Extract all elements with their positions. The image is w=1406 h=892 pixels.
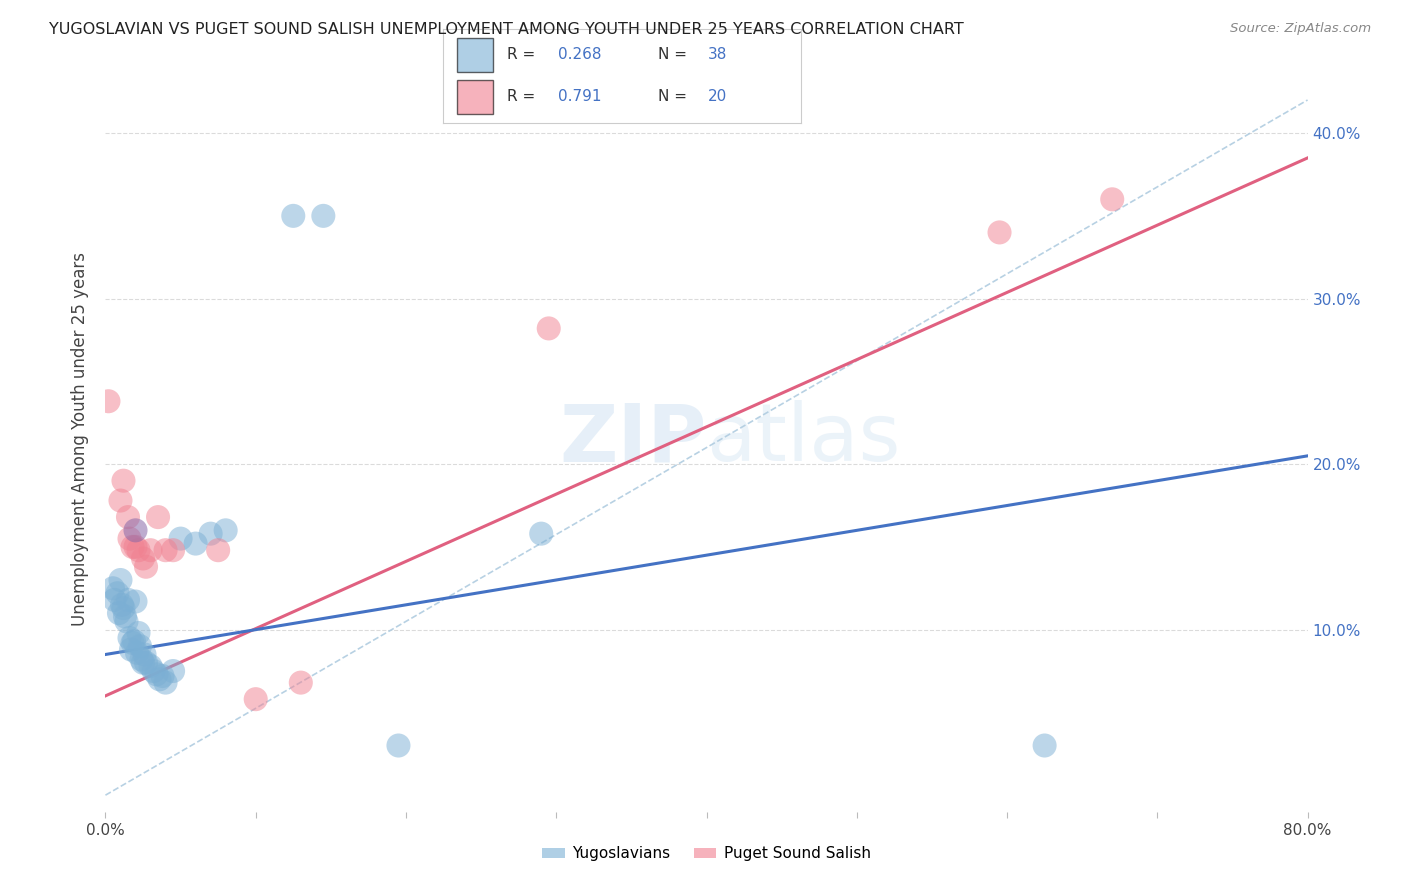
Point (162, 543, 184, 558)
Point (135, 656, 157, 670)
FancyBboxPatch shape (457, 37, 494, 71)
Point (107, 586, 129, 600)
Point (146, 510, 169, 524)
Point (152, 669, 174, 683)
Point (145, 667, 167, 681)
Point (110, 493, 132, 508)
Text: YUGOSLAVIAN VS PUGET SOUND SALISH UNEMPLOYMENT AMONG YOUTH UNDER 25 YEARS CORREL: YUGOSLAVIAN VS PUGET SOUND SALISH UNEMPL… (49, 22, 965, 37)
Point (110, 573, 132, 587)
Text: ZIP: ZIP (560, 401, 707, 478)
Text: N =: N = (658, 47, 692, 62)
Point (129, 639, 152, 653)
Point (148, 673, 170, 687)
Point (283, 209, 305, 223)
Point (124, 540, 146, 554)
Point (132, 656, 155, 670)
Point (537, 321, 560, 335)
Point (117, 592, 139, 607)
Point (1033, 739, 1056, 753)
Point (135, 559, 157, 574)
Point (124, 594, 146, 608)
Point (139, 659, 162, 673)
Point (200, 526, 222, 541)
Text: 0.268: 0.268 (558, 47, 602, 62)
Point (121, 636, 143, 650)
FancyBboxPatch shape (457, 80, 494, 114)
Point (124, 524, 146, 538)
Text: atlas: atlas (707, 401, 901, 478)
Point (114, 609, 136, 624)
Point (115, 615, 138, 629)
Point (290, 675, 312, 690)
Point (530, 526, 553, 541)
Point (139, 543, 162, 558)
Text: R =: R = (508, 89, 540, 104)
Point (128, 543, 150, 558)
Point (121, 540, 143, 554)
Point (131, 652, 153, 666)
Point (1101, 192, 1123, 206)
Text: 38: 38 (709, 47, 727, 62)
Point (169, 532, 191, 546)
Point (142, 664, 165, 678)
Point (118, 532, 141, 546)
Text: 0.791: 0.791 (558, 89, 602, 104)
Point (117, 510, 139, 524)
Y-axis label: Unemployment Among Youth under 25 years: Unemployment Among Youth under 25 years (72, 252, 90, 626)
Legend: Yugoslavians, Puget Sound Salish: Yugoslavians, Puget Sound Salish (536, 840, 877, 867)
Point (207, 543, 229, 558)
Point (112, 601, 135, 615)
Point (312, 209, 335, 223)
Point (132, 551, 155, 566)
Point (112, 474, 135, 488)
Text: N =: N = (658, 89, 692, 104)
Text: Source: ZipAtlas.com: Source: ZipAtlas.com (1230, 22, 1371, 36)
Point (162, 664, 184, 678)
Point (245, 692, 267, 706)
Point (134, 648, 156, 662)
Point (214, 524, 236, 538)
Point (155, 543, 177, 558)
Point (128, 626, 150, 640)
Point (155, 675, 177, 690)
Point (120, 642, 142, 657)
Point (108, 606, 131, 620)
Point (125, 646, 148, 660)
Point (118, 631, 141, 645)
Point (988, 226, 1011, 240)
Point (387, 739, 409, 753)
Text: R =: R = (508, 47, 540, 62)
Point (184, 536, 207, 550)
Point (103, 592, 125, 607)
Text: 20: 20 (709, 89, 727, 104)
Point (111, 598, 134, 612)
Point (97, 394, 120, 409)
Point (101, 582, 124, 596)
Point (122, 634, 145, 648)
